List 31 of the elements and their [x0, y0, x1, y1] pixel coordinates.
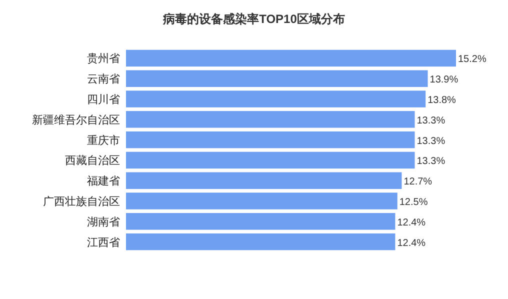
- bar: [126, 192, 398, 210]
- bar: [126, 172, 402, 189]
- y-tick-label: 重庆市: [87, 134, 120, 147]
- data-label: 12.4%: [397, 238, 426, 249]
- data-label: 12.7%: [404, 176, 432, 188]
- bar: [126, 131, 415, 148]
- bar: [126, 111, 415, 128]
- y-tick-label: 云南省: [87, 72, 120, 86]
- y-tick-label: 江西省: [87, 236, 120, 249]
- y-tick-label: 福建省: [87, 174, 120, 188]
- data-label: 15.2%: [458, 54, 486, 66]
- data-label: 13.3%: [416, 136, 446, 147]
- bar: [126, 152, 415, 169]
- chart-title: 病毒的设备感染率TOP10区域分布: [162, 12, 345, 26]
- bar: [126, 213, 396, 230]
- data-label: 12.4%: [397, 217, 426, 228]
- data-label: 13.9%: [430, 74, 458, 86]
- y-tick-label: 贵州省: [87, 52, 120, 66]
- y-tick-label: 新疆维吾尔自治区: [32, 113, 120, 126]
- data-label: 13.3%: [416, 156, 446, 168]
- y-tick-label: 广西壮族自治区: [43, 195, 120, 208]
- y-tick-label: 西藏自治区: [65, 154, 120, 168]
- data-label: 12.5%: [399, 197, 428, 208]
- y-tick-label: 湖南省: [87, 215, 120, 228]
- y-tick-label: 四川省: [87, 93, 120, 106]
- data-label: 13.3%: [416, 115, 446, 126]
- bar: [126, 70, 428, 87]
- bar: [126, 90, 426, 108]
- bar: [126, 233, 396, 250]
- data-label: 13.8%: [428, 95, 456, 106]
- bar: [126, 50, 456, 67]
